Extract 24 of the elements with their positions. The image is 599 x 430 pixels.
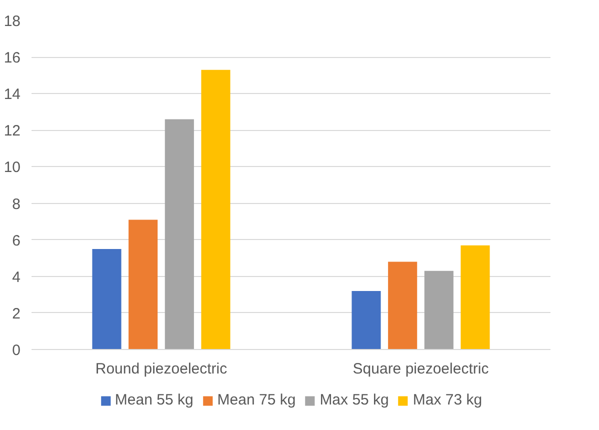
bar (201, 70, 230, 350)
y-tick-label: 10 (4, 159, 21, 176)
x-tick-label: Round piezoelectric (95, 360, 228, 378)
bar (92, 248, 122, 350)
bar (128, 220, 158, 350)
y-tick-label: 4 (12, 268, 20, 286)
legend-label: Max 55 kg (320, 392, 389, 408)
legend-label: Max 73 kg (412, 392, 482, 408)
y-tick-label: 2 (12, 305, 20, 322)
y-tick-label: 0 (12, 342, 20, 359)
y-tick-label: 14 (4, 86, 21, 104)
bar (460, 245, 490, 350)
bar (352, 291, 381, 350)
y-tick-label: 16 (4, 50, 21, 67)
bar (164, 119, 194, 350)
y-tick-label: 6 (12, 232, 20, 250)
legend-label: Mean 55 kg (114, 392, 194, 408)
y-tick-label: 12 (4, 122, 21, 140)
bar (424, 270, 454, 350)
y-tick-label: 8 (12, 196, 20, 213)
bar (388, 262, 418, 350)
legend-label: Mean 75 kg (217, 392, 296, 408)
x-tick-label: Square piezoelectric (352, 360, 490, 378)
y-tick-label: 18 (4, 13, 21, 30)
